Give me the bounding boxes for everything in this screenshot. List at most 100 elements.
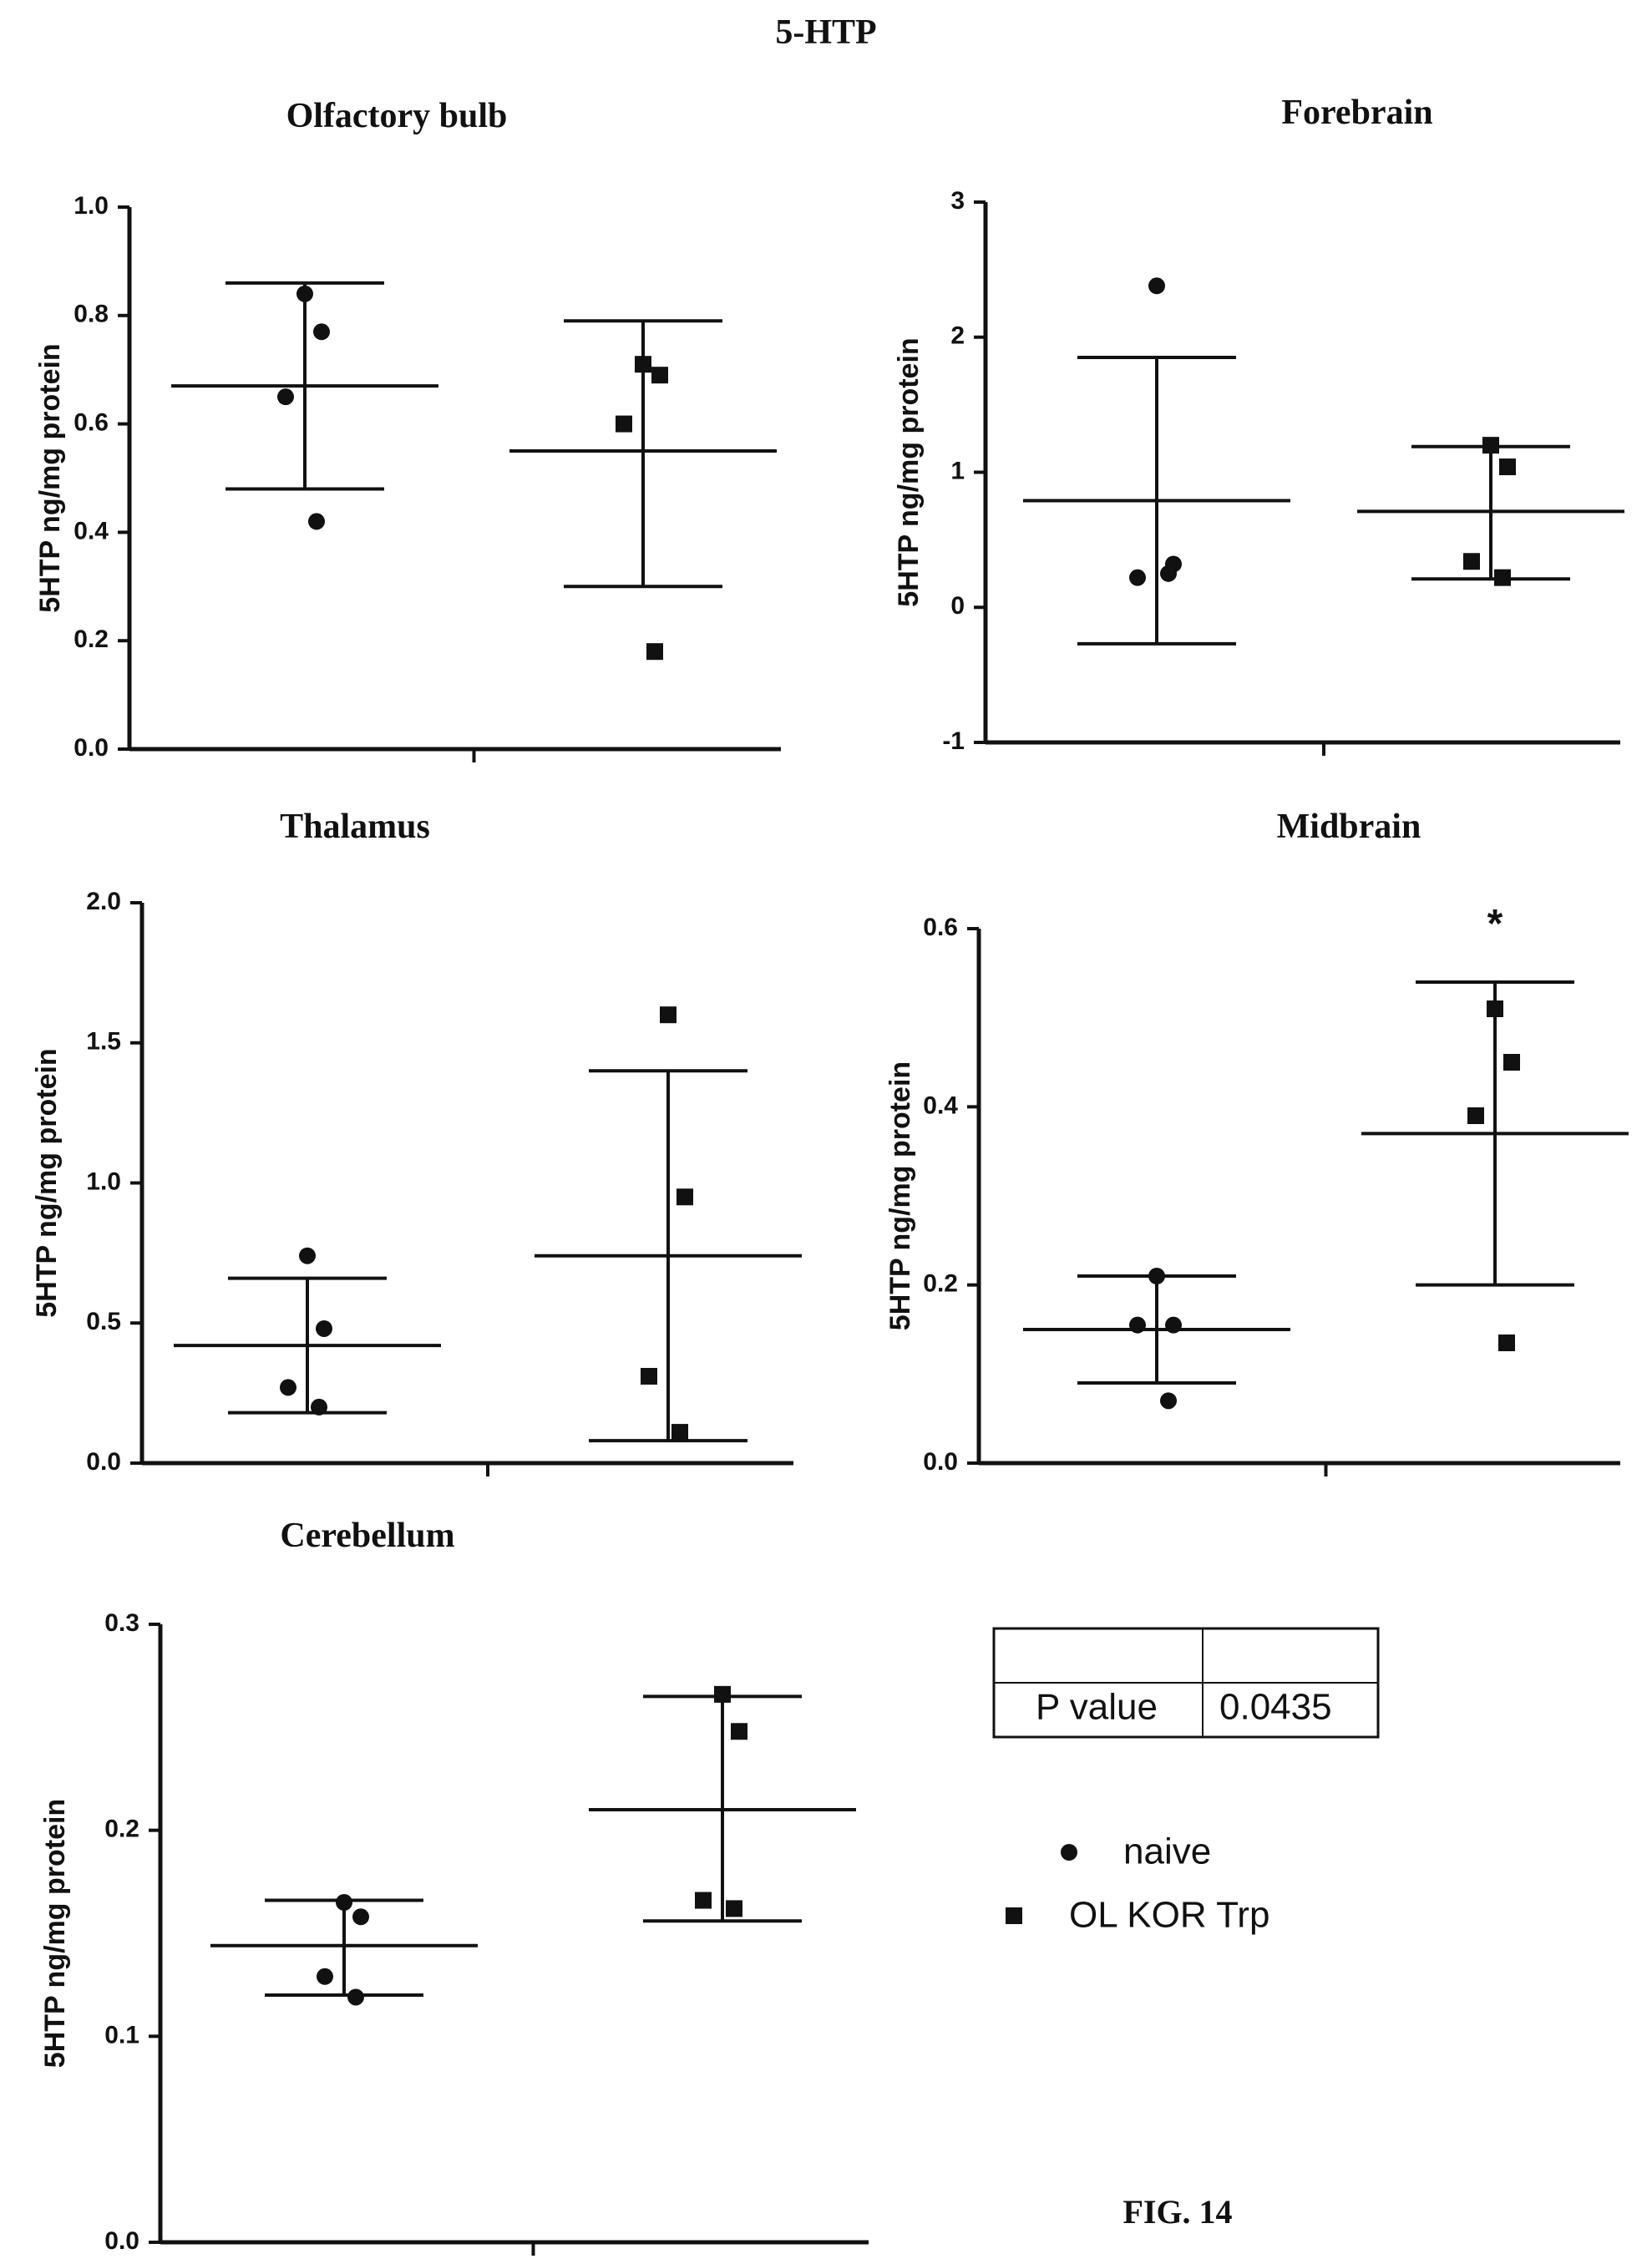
data-point-square bbox=[1482, 437, 1499, 454]
y-tick-label: 0.0 bbox=[86, 1448, 121, 1476]
data-point-square bbox=[695, 1892, 712, 1909]
y-axis-label: 5HTP ng/mg protein bbox=[34, 343, 66, 612]
y-axis-label: 5HTP ng/mg protein bbox=[31, 1048, 63, 1317]
data-point-square bbox=[641, 1367, 657, 1385]
y-axis-label: 5HTP ng/mg protein bbox=[893, 337, 925, 606]
data-point-square bbox=[1498, 1335, 1515, 1351]
p-value-table: P value 0.0435 bbox=[992, 1627, 1380, 1739]
data-point-square bbox=[651, 367, 668, 384]
data-point-circle bbox=[299, 1247, 316, 1264]
y-tick-label: 0.1 bbox=[104, 2021, 139, 2049]
data-point-circle bbox=[296, 285, 313, 302]
panels-group: Olfactory bulb 5HTP ng/mg protein 0.0 0.2 0.… bbox=[31, 94, 1629, 2256]
y-tick-label: 0.3 bbox=[104, 1609, 139, 1637]
series-naive bbox=[171, 281, 438, 530]
series-ol-kor-trp bbox=[1357, 437, 1624, 586]
data-point-circle bbox=[1129, 1316, 1146, 1334]
y-tick-label: 0.6 bbox=[923, 914, 958, 941]
data-point-circle bbox=[316, 1319, 332, 1337]
figure-main-title: 5-HTP bbox=[775, 13, 876, 52]
series-naive bbox=[210, 1894, 478, 2006]
legend-label-naive: naive bbox=[1123, 1831, 1211, 1872]
data-point-square bbox=[1499, 458, 1516, 476]
data-point-square bbox=[677, 1188, 693, 1206]
y-tick-label: 0.4 bbox=[923, 1091, 958, 1119]
y-tick-label: 0.8 bbox=[73, 301, 109, 328]
data-point-circle bbox=[1148, 1268, 1165, 1284]
data-point-square bbox=[714, 1685, 731, 1703]
data-point-circle bbox=[336, 1894, 352, 1911]
data-point-square bbox=[646, 643, 663, 661]
data-point-square bbox=[635, 356, 651, 373]
data-point-circle bbox=[1165, 1316, 1182, 1334]
y-tick-label: 0.6 bbox=[73, 409, 109, 437]
data-point-circle bbox=[347, 1988, 364, 2006]
y-tick-label: 0.2 bbox=[73, 626, 109, 653]
data-point-square bbox=[1494, 569, 1511, 586]
y-tick-label: 3 bbox=[950, 187, 965, 215]
panel-title: Olfactory bulb bbox=[286, 97, 508, 135]
y-tick-label: 1 bbox=[950, 457, 965, 484]
legend: naive OL KOR Trp bbox=[1006, 1831, 1269, 1936]
y-tick-label: 0.0 bbox=[104, 2227, 139, 2255]
y-tick-label: 2.0 bbox=[86, 888, 121, 915]
data-point-circle bbox=[308, 513, 325, 530]
series-ol-kor-trp bbox=[589, 1685, 856, 1923]
series-ol-kor-trp bbox=[509, 319, 777, 661]
y-tick-label: 1.5 bbox=[86, 1028, 121, 1056]
y-tick-label: 0.0 bbox=[923, 1448, 958, 1476]
panel-1: Olfactory bulb 5HTP ng/mg protein 0.0 0.2 0.… bbox=[34, 97, 781, 762]
data-point-square bbox=[616, 415, 632, 433]
data-point-square bbox=[671, 1424, 688, 1441]
data-point-square bbox=[731, 1723, 747, 1740]
y-tick-label: 0.2 bbox=[923, 1270, 958, 1298]
y-axis-label: 5HTP ng/mg protein bbox=[884, 1061, 916, 1330]
data-point-circle bbox=[1160, 565, 1177, 582]
y-tick-label: -1 bbox=[942, 727, 965, 755]
panel-3: Thalamus 5HTP ng/mg protein 0.0 0.5 1.0 1.5 2.… bbox=[31, 808, 802, 1476]
series-naive bbox=[1023, 277, 1290, 646]
panel-4: Midbrain 5HTP ng/mg protein 0.0 0.2 0.4 0.6 * bbox=[884, 808, 1629, 1476]
data-point-circle bbox=[1160, 1392, 1177, 1410]
panel-2: Forebrain 5HTP ng/mg protein -1 0 1 2 3 bbox=[893, 94, 1624, 756]
data-point-square bbox=[1463, 553, 1480, 570]
y-tick-label: 0 bbox=[950, 592, 965, 620]
y-axis-label: 5HTP ng/mg protein bbox=[39, 1799, 71, 2068]
legend-square-marker bbox=[1006, 1907, 1022, 1924]
data-point-square bbox=[1487, 1000, 1503, 1017]
data-point-circle bbox=[313, 323, 330, 341]
data-point-circle bbox=[311, 1398, 327, 1416]
p-table-label-cell: P value bbox=[1036, 1687, 1158, 1728]
data-point-square bbox=[1503, 1054, 1520, 1071]
y-tick-label: 0.5 bbox=[86, 1308, 121, 1335]
data-point-square bbox=[726, 1900, 742, 1917]
legend-label-ol-kor-trp: OL KOR Trp bbox=[1069, 1895, 1269, 1936]
y-tick-label: 2 bbox=[950, 322, 965, 350]
figure-caption: FIG. 14 bbox=[1122, 2193, 1232, 2231]
legend-circle-marker bbox=[1061, 1844, 1077, 1861]
y-tick-label: 0.2 bbox=[104, 1816, 139, 1843]
panel-title: Forebrain bbox=[1281, 94, 1432, 132]
data-point-circle bbox=[1148, 277, 1165, 295]
y-tick-label: 1.0 bbox=[86, 1167, 121, 1195]
panel-title: Cerebellum bbox=[280, 1517, 454, 1555]
series-ol-kor-trp bbox=[1361, 980, 1629, 1351]
series-naive bbox=[1023, 1268, 1290, 1410]
y-tick-label: 1.0 bbox=[73, 192, 109, 220]
data-point-circle bbox=[280, 1379, 296, 1396]
data-point-circle bbox=[277, 388, 294, 406]
y-tick-label: 0.0 bbox=[73, 734, 109, 762]
data-point-circle bbox=[352, 1908, 369, 1926]
panel-5: Cerebellum 5HTP ng/mg protein 0.0 0.1 0.2 0.3 bbox=[39, 1517, 869, 2256]
p-table-value-cell: 0.0435 bbox=[1219, 1687, 1332, 1728]
significance-annotation: * bbox=[1487, 902, 1503, 946]
series-ol-kor-trp bbox=[535, 1006, 802, 1443]
data-point-square bbox=[660, 1006, 677, 1024]
panel-title: Midbrain bbox=[1277, 808, 1421, 846]
data-point-circle bbox=[1129, 569, 1146, 586]
y-tick-label: 0.4 bbox=[73, 517, 109, 544]
data-point-square bbox=[1467, 1107, 1484, 1124]
panel-title: Thalamus bbox=[280, 808, 430, 846]
series-naive bbox=[174, 1247, 441, 1416]
